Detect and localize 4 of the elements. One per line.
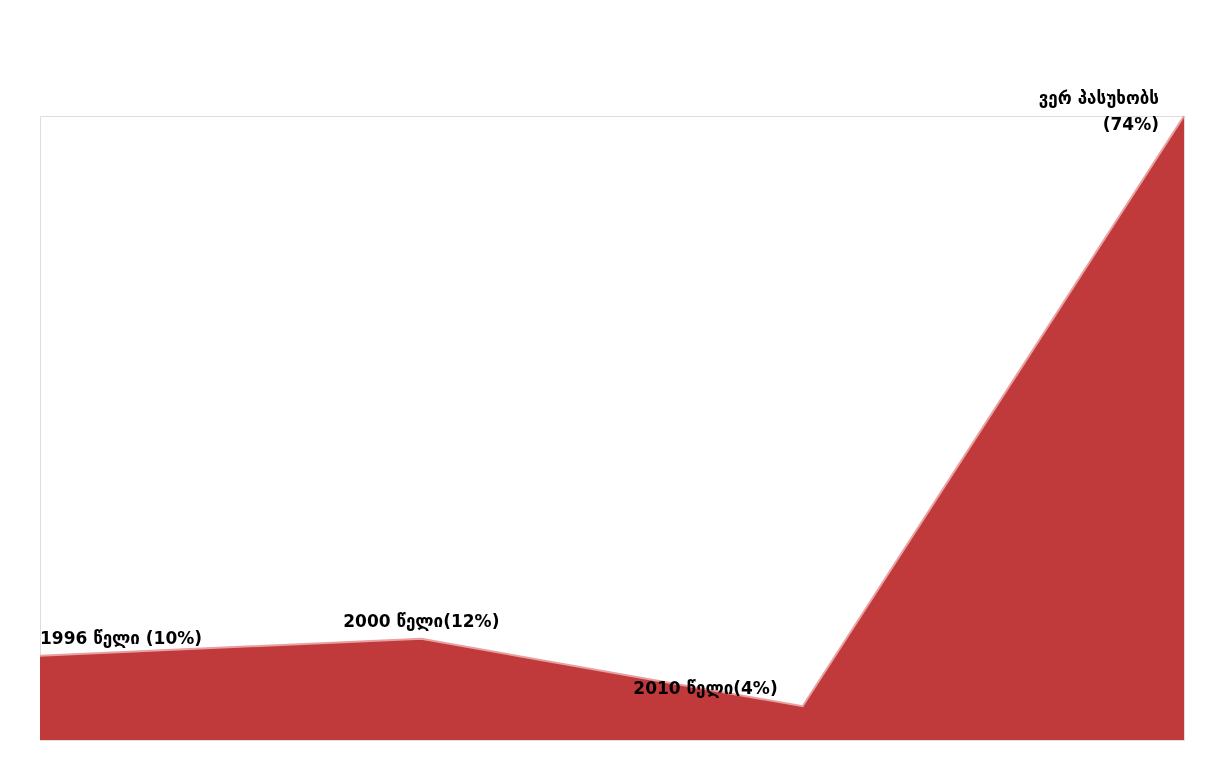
data-label: 1996 წელი (10%) (40, 627, 203, 648)
data-label: ვერ პასუხობს (74%) (1038, 88, 1159, 134)
data-label: 2000 წელი(12%) (343, 610, 500, 631)
data-label: 2010 წელი(4%) (633, 678, 778, 699)
